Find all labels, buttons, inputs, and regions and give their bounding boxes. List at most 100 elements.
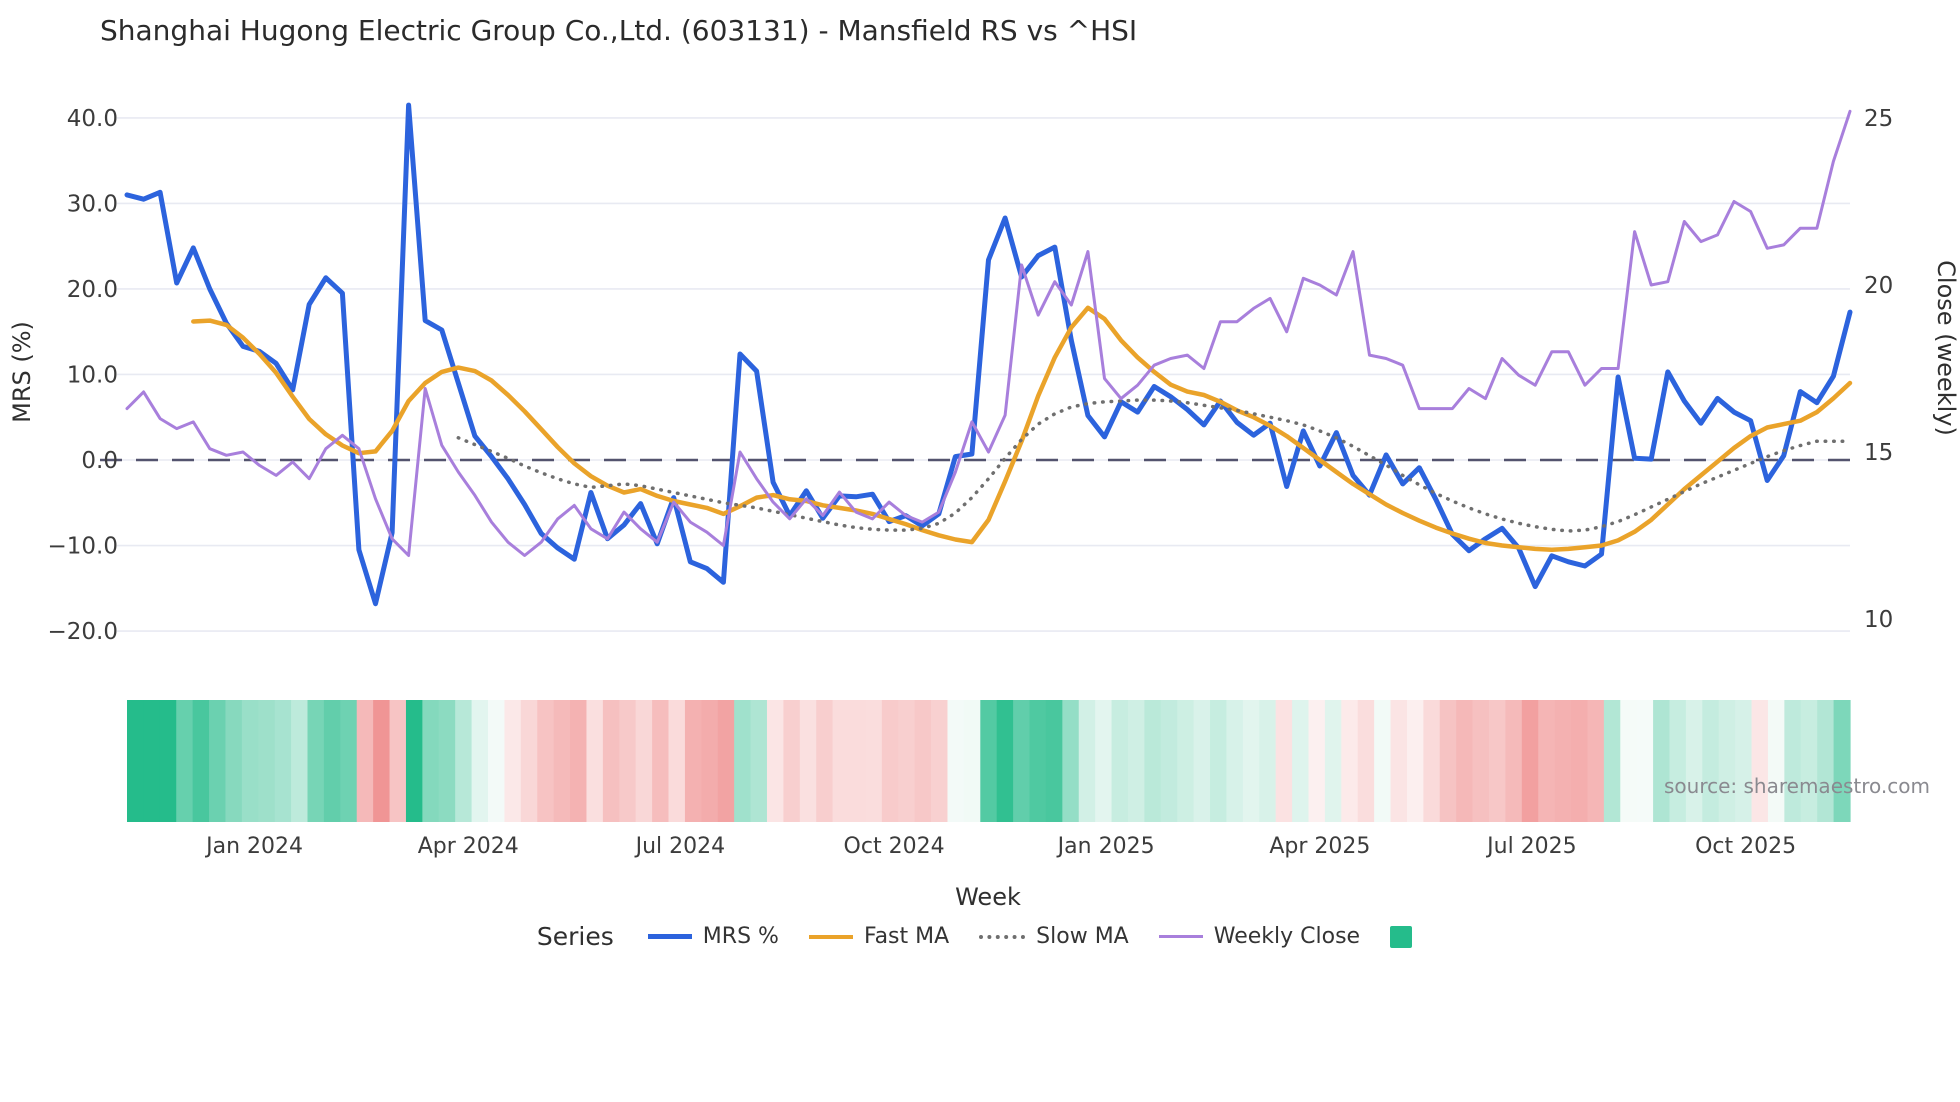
page-title: Shanghai Hugong Electric Group Co.,Ltd. … [100, 14, 1137, 47]
heatmap-cell [389, 700, 407, 822]
heatmap-cell [537, 700, 555, 822]
heatmap-cell [1160, 700, 1178, 822]
heatmap-cell [1292, 700, 1310, 822]
x-tick-label: Jan 2025 [1056, 834, 1155, 859]
heatmap-cell [734, 700, 752, 822]
heatmap-cell [1472, 700, 1490, 822]
legend-item-fast-ma: Fast MA [808, 924, 950, 949]
heatmap-cell [488, 700, 506, 822]
x-tick-label: Oct 2024 [844, 834, 945, 859]
heatmap-cell [1177, 700, 1195, 822]
y-left-tick-label: 40.0 [67, 106, 118, 132]
heatmap-cell [1324, 700, 1342, 822]
heatmap-cell [931, 700, 949, 822]
mrs--line [124, 102, 1853, 607]
heatmap-cell [1127, 700, 1145, 822]
heatmap-cell [717, 700, 735, 822]
heatmap-cell [799, 700, 817, 822]
heatmap-cell [1833, 700, 1851, 822]
y-left-tick-label: −10.0 [48, 534, 118, 560]
heatmap-cell [898, 700, 916, 822]
legend-item-heatmap [1390, 925, 1423, 948]
heatmap-cell [455, 700, 473, 822]
heatmap-cell [849, 700, 867, 822]
heatmap-cell [323, 700, 341, 822]
legend-title: Series [536, 922, 614, 951]
heatmap-cell [1587, 700, 1605, 822]
x-tick-label: Jul 2024 [634, 834, 726, 859]
heatmap-cell [1210, 700, 1228, 822]
legend-label-slow-ma: Slow MA [1036, 924, 1129, 949]
heatmap-cell [602, 700, 620, 822]
legend: Series MRS % Fast MA Slow MA Weekly Clos… [0, 922, 1960, 951]
heatmap-cell [1144, 700, 1162, 822]
legend-label-fast-ma: Fast MA [863, 924, 950, 949]
heatmap-cell [881, 700, 899, 822]
y-right-tick-label: 25 [1864, 106, 1893, 132]
heatmap-cell [619, 700, 637, 822]
heatmap-cell [1078, 700, 1096, 822]
heatmap-cell [209, 700, 227, 822]
heatmap-cell [1045, 700, 1063, 822]
legend-item-slow-ma: Slow MA [979, 924, 1129, 949]
heatmap-cell [258, 700, 276, 822]
heatmap-cell [586, 700, 604, 822]
x-tick-label: Jan 2024 [204, 834, 303, 859]
heatmap-cell [1751, 700, 1769, 822]
heatmap-cell [291, 700, 309, 822]
heatmap-cell [520, 700, 538, 822]
slow-ma-line [456, 398, 1852, 533]
mrs-line-swatch-icon [647, 934, 692, 939]
y-left-tick-label: 20.0 [67, 277, 118, 303]
y-left-axis-label: MRS (%) [8, 321, 36, 423]
y-right-axis-label: Close (weekly) [1932, 260, 1960, 436]
y-left-tick-label: 10.0 [67, 362, 118, 388]
heatmap-cell [1521, 700, 1539, 822]
heatmap-cell [143, 700, 161, 822]
heatmap-cell [1767, 700, 1785, 822]
source-note: source: sharemaestro.com [1664, 774, 1930, 798]
heatmap-cell [963, 700, 981, 822]
heatmap-cell [652, 700, 670, 822]
heatmap-cell [504, 700, 522, 822]
heatmap-cell [1488, 700, 1506, 822]
x-axis-label: Week [955, 883, 1021, 911]
x-tick-label: Apr 2025 [1269, 834, 1370, 859]
heatmap-swatch-icon [1390, 925, 1413, 948]
weekly-close-line-swatch-icon [1158, 935, 1203, 938]
fast-ma-line-swatch-icon [808, 934, 853, 939]
y-left-tick-label: −20.0 [48, 619, 118, 645]
y-left-tick-label: 0.0 [81, 448, 118, 474]
legend-label-weekly-close: Weekly Close [1213, 924, 1361, 949]
heatmap-cell [947, 700, 965, 822]
heatmap-cell [274, 700, 292, 822]
heatmap-cell [373, 700, 391, 822]
heatmap-cell [816, 700, 834, 822]
heatmap-cell [1390, 700, 1408, 822]
heatmap-cell [192, 700, 210, 822]
heatmap-cell [1357, 700, 1375, 822]
heatmap-cell [865, 700, 883, 822]
y-right-tick-label: 20 [1864, 273, 1893, 299]
heatmap-cell [1800, 700, 1818, 822]
heatmap-cell [1029, 700, 1047, 822]
heatmap-cell [176, 700, 194, 822]
heatmap-cell [225, 700, 243, 822]
heatmap-cell [750, 700, 768, 822]
heatmap-cell [1653, 700, 1671, 822]
heatmap-cell [1603, 700, 1621, 822]
heatmap-cell [307, 700, 325, 822]
y-right-tick-label: 15 [1864, 440, 1893, 466]
heatmap-cell [1554, 700, 1572, 822]
heatmap-cell [1571, 700, 1589, 822]
mrs-heatmap-strip [127, 700, 1851, 822]
heatmap-cell [914, 700, 932, 822]
heatmap-cell [980, 700, 998, 822]
heatmap-cell [1505, 700, 1523, 822]
heatmap-cell [1538, 700, 1556, 822]
fast-ma-line [191, 305, 1853, 553]
heatmap-cell [1439, 700, 1457, 822]
heatmap-cell [668, 700, 686, 822]
axis-ticks: 40.0 30.0 20.0 10.0 0.0 −10.0 −20.0 25 20 15 10 Jan… [48, 106, 1894, 859]
